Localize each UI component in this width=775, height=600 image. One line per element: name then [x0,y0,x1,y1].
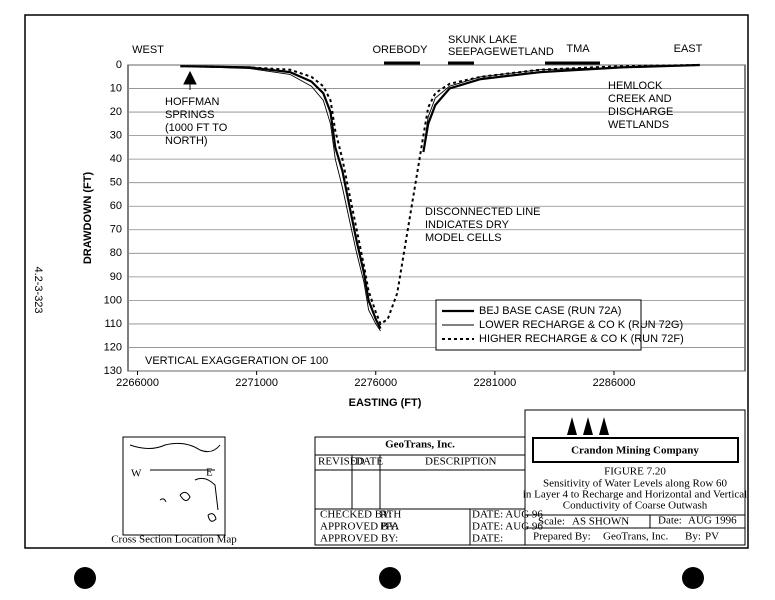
legend-label: BEJ BASE CASE (RUN 72A) [479,305,621,317]
x-tick-label: 2281000 [473,377,516,389]
trees [567,417,609,435]
annotation: MODEL CELLS [425,232,502,244]
annotation: CREEK AND [608,93,672,105]
block-text: Crandon Mining Company [571,445,699,457]
y-tick-label: 40 [110,153,122,165]
annotation: WETLANDS [608,119,669,131]
arrow [183,70,197,90]
annotation: SPRINGS [165,109,215,121]
punch-hole [74,567,96,589]
region-label: SKUNK LAKE [448,34,517,46]
block-text: DATE [355,456,383,468]
x-axis-label: EASTING (FT) [349,397,422,409]
y-tick-label: 90 [110,271,122,283]
legend-label: LOWER RECHARGE & CO K (RUN 72G) [479,319,683,331]
block-text: DESCRIPTION [425,456,497,468]
y-tick-label: 110 [104,318,122,330]
title-block: Cross Section Location Map W E GeoTrans, In… [111,409,747,546]
annotation: VERTICAL EXAGGERATION OF 100 [145,355,328,367]
block-text: GeoTrans, Inc. [603,531,669,543]
block-text: Prepared By: [533,531,591,543]
punch-hole [682,567,704,589]
y-tick-label: 100 [104,294,122,306]
block-text: RTH [380,509,401,521]
y-tick-label: 30 [110,130,122,142]
block-text: Conductivity of Coarse Outwash [563,500,708,512]
frame [24,14,749,549]
block-text: PV [705,531,719,543]
y-tick-label: 130 [104,365,122,377]
block-text: By: [685,531,701,543]
x-tick-label: 2276000 [354,377,397,389]
annotation: NORTH) [165,135,208,147]
x-tick-label: 2271000 [235,377,278,389]
region-label: TMA [566,43,590,55]
y-tick-label: 20 [110,106,122,118]
annotation: DISCHARGE [608,106,673,118]
annotation: (1000 FT TO [165,122,228,134]
block-text: REVISED [318,456,365,468]
annotation: DISCONNECTED LINE [425,206,541,218]
annotation: HEMLOCK [608,80,663,92]
y-tick-label: 120 [104,341,122,353]
y-tick-label: 0 [116,59,122,71]
block-text: Date: [658,515,682,527]
block-text: GeoTrans, Inc. [385,439,455,451]
x-tick-label: 2266000 [116,377,159,389]
y-tick-label: 10 [110,82,122,94]
block-text: CHECKED BY: [320,509,392,521]
map-sketch [129,442,221,522]
annotation: HOFFMAN [165,96,219,108]
series-line [180,64,700,332]
region-label: WEST [132,44,164,56]
block-text: Cross Section Location Map [111,534,237,546]
block-text: AS SHOWN [572,516,629,528]
map-box [122,436,226,536]
y-tick-label: 80 [110,247,122,259]
block-text: DATE: AUG 96 [472,509,543,521]
block-text: Scale: [538,516,565,528]
x-tick-label: 2286000 [593,377,636,389]
block-text: AUG 1996 [688,515,737,527]
series-line [180,64,700,326]
region-label: WETLAND [500,46,554,58]
company-box [532,437,739,463]
block-text: W [131,468,142,480]
block-text: E [206,467,213,479]
block-text: APPROVED BY: [320,533,398,545]
region-label: EAST [674,43,703,55]
block-text: Sensitivity of Water Levels along Row 60 [543,478,728,490]
y-tick-label: 60 [110,200,122,212]
block-text: FIGURE 7.20 [604,466,666,478]
block-text: DATE: AUG 96 [472,521,543,533]
block-text: DATE: [472,533,503,545]
region-label: OREBODY [372,44,428,56]
block-text: APPROVED BY: [320,521,398,533]
block-text: PFA [380,521,399,533]
region-label: SEEPAGE [448,46,500,58]
annotation: INDICATES DRY [425,219,510,231]
y-tick-label: 50 [110,177,122,189]
y-tick-label: 70 [110,224,122,236]
sheet-number: 4.2-3-323 [32,266,44,313]
punch-hole [379,567,401,589]
crandon-box [524,409,746,546]
block-text: in Layer 4 to Recharge and Horizontal an… [523,489,747,501]
legend-label: HIGHER RECHARGE & CO K (RUN 72F) [479,333,684,345]
y-axis-label: DRAWDOWN (FT) [82,172,94,265]
